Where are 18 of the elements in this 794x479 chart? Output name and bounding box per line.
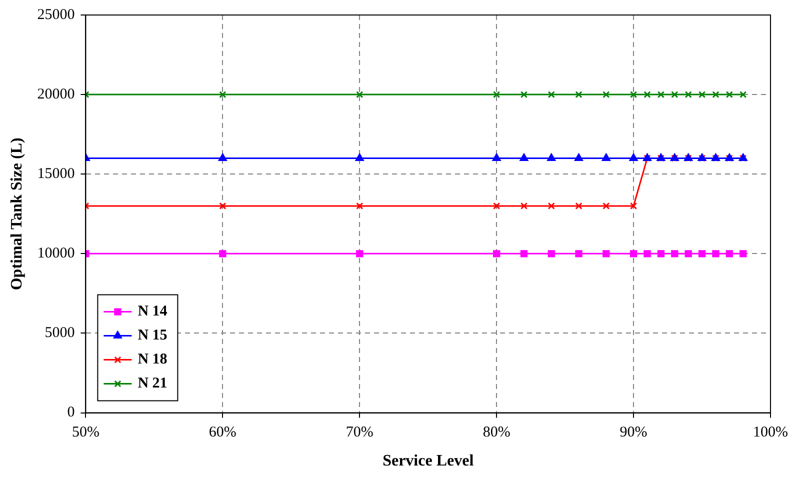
x-axis-title: Service Level — [382, 452, 474, 470]
legend-label: N 14 — [138, 304, 168, 320]
x-tick-label: 50% — [72, 424, 100, 441]
legend-label: N 15 — [138, 328, 168, 344]
y-tick-label: 5000 — [44, 325, 75, 342]
x-tick-label: 100% — [753, 424, 788, 441]
x-tick-label: 90% — [620, 424, 648, 441]
x-tick-label: 60% — [208, 424, 236, 441]
x-tick-label: 80% — [482, 424, 510, 441]
y-tick-label: 15000 — [37, 166, 75, 182]
y-tick-label: 25000 — [37, 6, 75, 23]
y-tick-label: 20000 — [37, 86, 75, 102]
x-tick-label: 70% — [346, 424, 374, 441]
legend-label: N 21 — [138, 376, 168, 392]
legend-label: N 18 — [138, 352, 168, 368]
y-axis-title: Optimal Tank Size (L) — [8, 138, 26, 290]
y-tick-label: 10000 — [37, 246, 75, 262]
y-tick-label: 0 — [67, 404, 75, 421]
